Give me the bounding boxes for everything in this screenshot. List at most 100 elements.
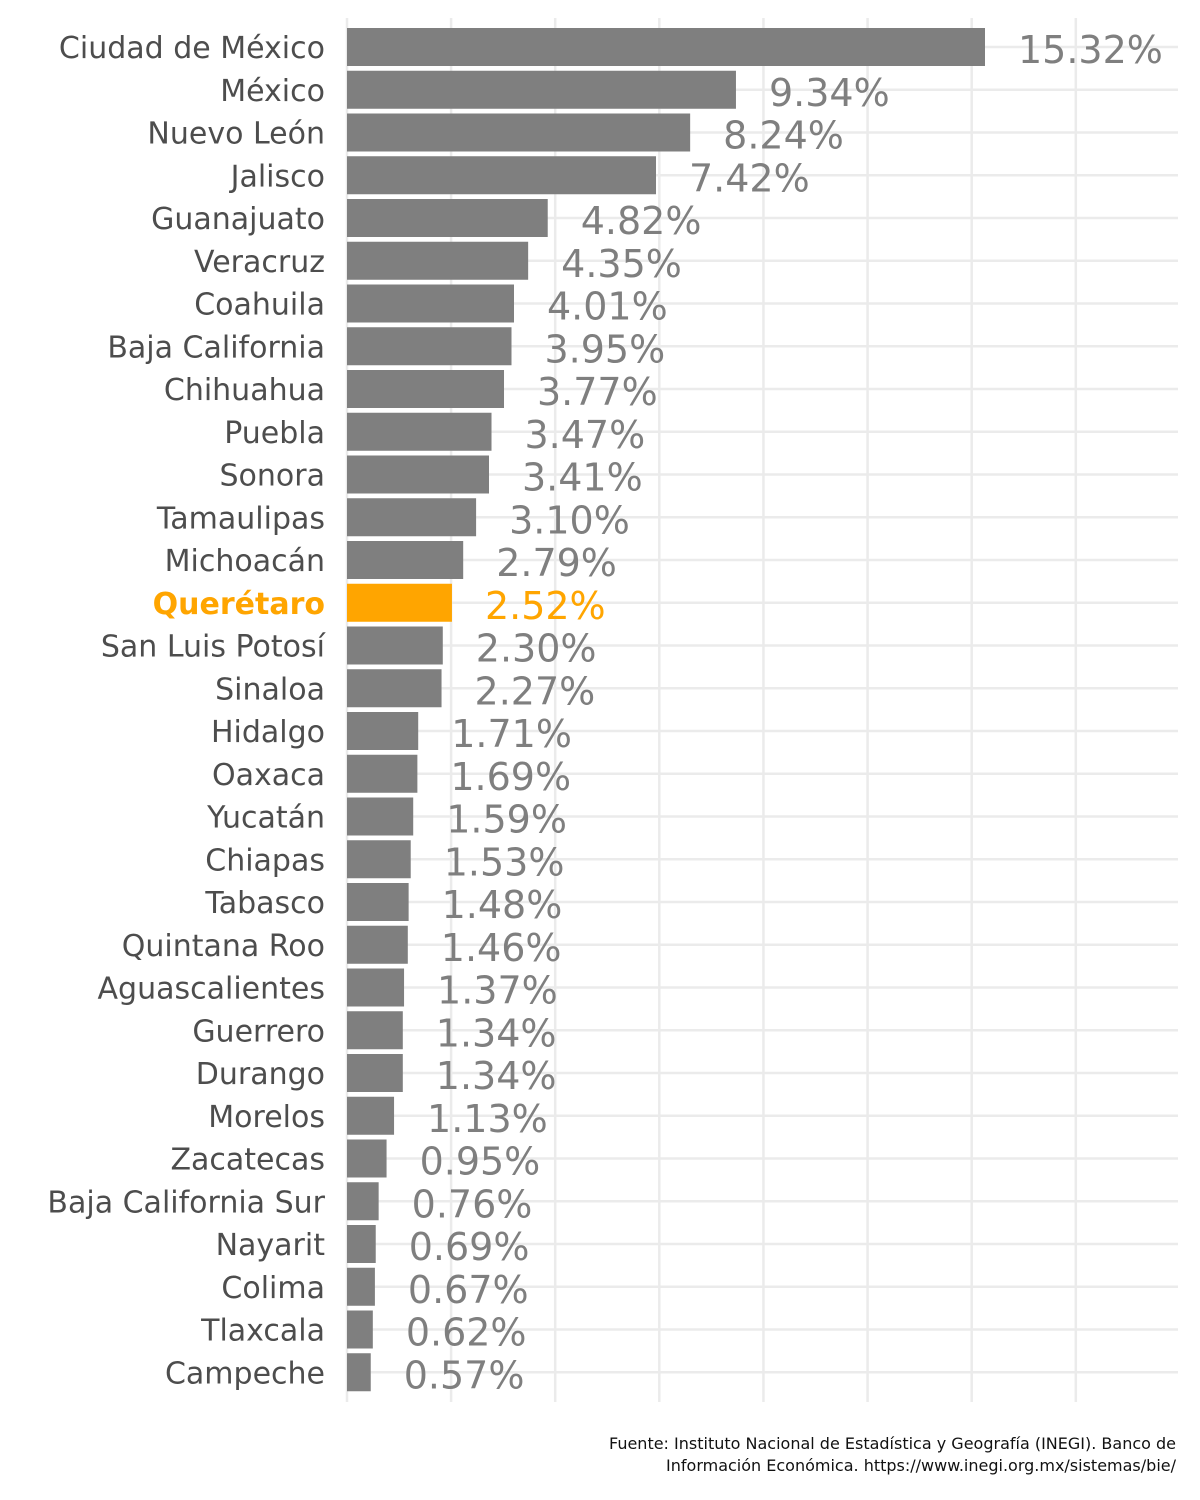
category-label: Tlaxcala — [200, 1314, 325, 1349]
value-label: 2.27% — [475, 669, 596, 713]
value-label: 1.37% — [437, 969, 558, 1013]
value-label: 8.24% — [723, 114, 844, 158]
category-label: Guerrero — [192, 1014, 325, 1049]
bar — [347, 1353, 371, 1392]
value-label: 1.48% — [442, 883, 563, 927]
bar — [347, 199, 548, 237]
category-label: Durango — [196, 1057, 325, 1092]
category-label: Baja California — [107, 330, 325, 365]
value-label: 1.53% — [444, 840, 565, 884]
value-label: 0.69% — [409, 1225, 530, 1269]
category-label: Jalisco — [229, 159, 325, 194]
bar — [347, 113, 691, 152]
bar — [347, 669, 442, 708]
category-label: Tamaulipas — [156, 501, 325, 536]
bar — [347, 754, 418, 793]
bar — [347, 498, 477, 537]
bar — [347, 925, 408, 964]
bar — [347, 583, 452, 622]
category-label: Nuevo León — [147, 117, 325, 152]
category-label: Morelos — [208, 1100, 325, 1135]
bar — [347, 1096, 395, 1135]
value-label: 1.59% — [446, 798, 567, 842]
value-label: 2.52% — [485, 584, 606, 628]
category-labels: Ciudad de México México Nuevo León Jalisco G… — [47, 31, 326, 1391]
category-label: Oaxaca — [212, 758, 325, 793]
category-label: Hidalgo — [211, 715, 325, 750]
bar — [347, 370, 505, 408]
bar — [347, 1225, 376, 1263]
bar — [347, 1267, 375, 1306]
category-label: Baja California Sur — [47, 1185, 325, 1220]
category-label: México — [220, 74, 325, 109]
bar — [347, 70, 736, 109]
value-label: 4.82% — [581, 199, 702, 243]
bar — [347, 1139, 387, 1178]
bars — [347, 28, 985, 1392]
bar — [347, 1054, 403, 1092]
bar — [347, 412, 492, 451]
category-label: Ciudad de México — [59, 31, 325, 66]
value-label: 2.30% — [476, 627, 597, 671]
category-label: Puebla — [224, 416, 325, 451]
category-label: Yucatán — [206, 801, 325, 836]
category-label: Aguascalientes — [98, 972, 325, 1007]
category-label: Guanajuato — [151, 202, 325, 237]
category-label: Sonora — [220, 459, 325, 494]
bar — [347, 241, 529, 280]
category-label: Colima — [221, 1271, 325, 1306]
bar — [347, 1011, 403, 1050]
bar — [347, 883, 409, 921]
value-labels: 15.32% 9.34%8.24%7.42%4.82%4.35%4.01%3.95… — [404, 28, 1163, 1397]
bar — [347, 327, 512, 366]
category-label: Chihuahua — [164, 373, 325, 408]
category-label: Chiapas — [205, 843, 325, 878]
category-label: Tabasco — [204, 886, 325, 921]
category-label: Quintana Roo — [122, 929, 325, 964]
bar — [347, 284, 514, 323]
bar — [347, 455, 490, 494]
value-label: 0.95% — [420, 1140, 541, 1184]
value-label: 3.95% — [544, 327, 665, 371]
bar — [347, 156, 657, 195]
value-label: 1.13% — [427, 1097, 548, 1141]
value-label: 2.79% — [496, 541, 617, 585]
bar — [347, 968, 405, 1007]
source-caption-line-2: Información Económica. https://www.inegi… — [666, 1456, 1176, 1475]
category-label: Zacatecas — [170, 1143, 325, 1178]
value-label: 7.42% — [689, 156, 810, 200]
bar — [347, 797, 414, 836]
category-label: Veracruz — [194, 245, 325, 280]
value-label: 4.01% — [547, 285, 668, 329]
value-label: 0.76% — [412, 1182, 533, 1226]
category-label: Campeche — [165, 1356, 325, 1391]
bar — [347, 1310, 373, 1349]
value-label: 9.34% — [769, 71, 890, 115]
bar-chart: Ciudad de México México Nuevo León Jalisco G… — [47, 18, 1178, 1402]
value-label: 1.34% — [436, 1054, 557, 1098]
bar — [347, 541, 464, 579]
value-label: 0.67% — [408, 1268, 529, 1312]
category-label: Coahuila — [194, 288, 325, 323]
category-label: San Luis Potosí — [101, 630, 327, 665]
value-label: 3.47% — [525, 413, 646, 457]
bar — [347, 840, 411, 879]
bar — [347, 28, 985, 66]
value-label: 15.32% — [1018, 28, 1163, 72]
source-caption-line-1: Fuente: Instituto Nacional de Estadístic… — [608, 1434, 1176, 1453]
value-label: 1.46% — [441, 926, 562, 970]
value-label: 1.71% — [451, 712, 572, 756]
value-label: 0.62% — [406, 1311, 527, 1355]
bar — [347, 712, 419, 750]
value-label: 3.10% — [509, 498, 630, 542]
category-label: Michoacán — [165, 544, 325, 579]
bar — [347, 1182, 379, 1221]
value-label: 3.77% — [537, 370, 658, 414]
value-label: 1.69% — [450, 755, 571, 799]
category-label: Sinaloa — [215, 672, 325, 707]
value-label: 0.57% — [404, 1353, 525, 1397]
value-label: 1.34% — [436, 1011, 557, 1055]
source-caption: Fuente: Instituto Nacional de Estadístic… — [416, 1433, 1176, 1477]
value-label: 4.35% — [561, 242, 682, 286]
value-label: 3.41% — [522, 456, 643, 500]
